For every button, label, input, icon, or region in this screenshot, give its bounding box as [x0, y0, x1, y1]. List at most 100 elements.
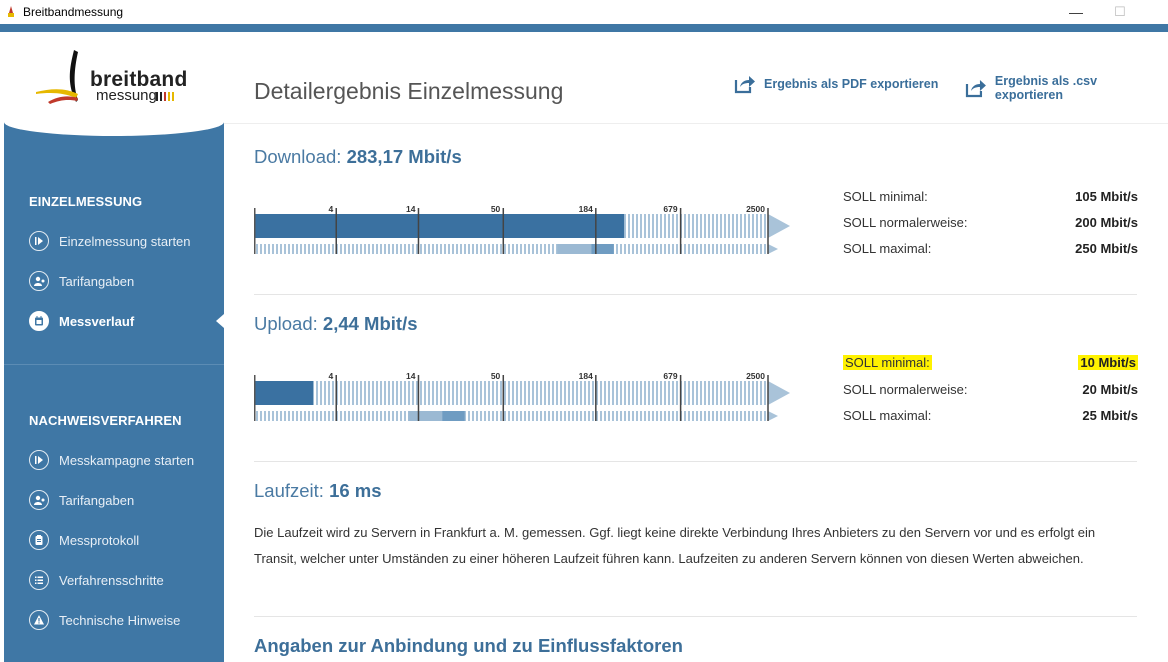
sidebar-item-messprotokoll[interactable]: Messprotokoll	[29, 529, 139, 551]
download-arrow-main	[768, 214, 790, 238]
soll-value: 200 Mbit/s	[1075, 215, 1138, 230]
soll-value: 20 Mbit/s	[1082, 382, 1138, 397]
upload-value: 2,44 Mbit/s	[322, 313, 418, 334]
sidebar-item-label: Verfahrensschritte	[59, 572, 164, 588]
sidebar-item-tarifangaben-2[interactable]: Tarifangaben	[29, 489, 134, 511]
sidebar-item-messkampagne-starten[interactable]: Messkampagne starten	[29, 449, 194, 471]
sidebar-item-technische-hinweise[interactable]: Technische Hinweise	[29, 609, 180, 631]
laufzeit-description: Die Laufzeit wird zu Servern in Frankfur…	[254, 525, 1096, 566]
soll-label: SOLL maximal:	[843, 408, 932, 423]
sidebar-item-verfahrensschritte[interactable]: Verfahrensschritte	[29, 569, 164, 591]
upload-tick	[417, 375, 420, 421]
download-tick	[767, 208, 769, 254]
sidebar-item-messverlauf[interactable]: Messverlauf	[29, 310, 134, 332]
maximize-button[interactable]: ☐	[1114, 4, 1126, 19]
section-divider	[254, 294, 1137, 295]
download-tick	[679, 208, 682, 254]
active-item-indicator	[216, 314, 224, 328]
upload-tick-label: 184	[579, 371, 593, 381]
play-circle-icon	[29, 450, 49, 470]
soll-value: 10 Mbit/s	[1078, 355, 1138, 370]
sidebar-item-label: Messverlauf	[59, 313, 135, 329]
export-pdf-label: Ergebnis als PDF exportieren	[764, 77, 939, 91]
laufzeit-label: Laufzeit:	[254, 480, 324, 501]
download-range-bar-a	[557, 244, 592, 254]
download-tick	[595, 208, 597, 254]
upload-tick	[595, 375, 597, 421]
export-icon	[965, 80, 986, 98]
export-icon	[734, 76, 755, 94]
sidebar-item-einzelmessung-starten[interactable]: Einzelmessung starten	[29, 230, 191, 252]
upload-axis-start	[254, 375, 256, 421]
download-tick	[417, 208, 420, 254]
laufzeit-value: 16 ms	[329, 480, 382, 501]
main-content: Detailergebnis Einzelmessung Ergebnis al…	[224, 32, 1168, 662]
upload-label: Upload:	[254, 313, 318, 334]
upload-measured-bar	[254, 381, 314, 405]
upload-arrow-main	[768, 381, 790, 405]
download-tick	[502, 208, 505, 254]
download-measured-bar	[254, 214, 625, 238]
download-gauge: 4 14 50 184 679 2500	[254, 204, 790, 254]
soll-value: 250 Mbit/s	[1075, 241, 1138, 256]
sidebar-item-tarifangaben[interactable]: Tarifangaben	[29, 270, 134, 292]
soll-label: SOLL minimal:	[843, 355, 932, 370]
download-value: 283,17 Mbit/s	[346, 146, 462, 167]
upload-stripes	[256, 381, 766, 421]
logo-bars	[156, 92, 174, 101]
sidebar-item-label: Messprotokoll	[59, 532, 140, 548]
page-title: Detailergebnis Einzelmessung	[254, 78, 564, 104]
soll-value: 25 Mbit/s	[1082, 408, 1138, 423]
upload-range-bar-b	[442, 411, 465, 421]
upload-tick-label: 4	[329, 371, 334, 381]
nav-heading-nachweisverfahren: NACHWEISVERFAHREN	[29, 413, 182, 428]
upload-tick-label: 679	[663, 371, 677, 381]
upload-tick-label: 50	[491, 371, 501, 381]
download-range-bar-b	[591, 244, 614, 254]
soll-label: SOLL maximal:	[843, 241, 932, 256]
upload-soll-normalerweise: SOLL normalerweise: 20 Mbit/s	[843, 382, 1138, 400]
upload-gauge: 4 14 50 184 679 2500	[254, 371, 790, 421]
upload-range-bar-a	[408, 411, 443, 421]
calendar-icon	[29, 311, 49, 331]
warning-icon	[29, 610, 49, 630]
section-divider	[254, 616, 1137, 617]
export-csv-button[interactable]: Ergebnis als .csv exportieren	[965, 74, 1168, 102]
download-axis-start	[254, 208, 256, 254]
minimize-button[interactable]: —	[1069, 4, 1083, 20]
soll-value: 105 Mbit/s	[1075, 189, 1138, 204]
upload-title: Upload: 2,44 Mbit/s	[254, 313, 418, 335]
logo-text-messung: messung	[96, 87, 157, 104]
user-settings-icon	[29, 490, 49, 510]
soll-label: SOLL normalerweise:	[843, 382, 968, 397]
upload-soll-maximal: SOLL maximal: 25 Mbit/s	[843, 408, 1138, 426]
sidebar: breitband messung EINZELMESSUNG Einzelme…	[4, 32, 224, 662]
soll-label: SOLL normalerweise:	[843, 215, 968, 230]
upload-tick-label: 2500	[746, 371, 765, 381]
download-soll-normalerweise: SOLL normalerweise: 200 Mbit/s	[843, 215, 1138, 233]
download-title: Download: 283,17 Mbit/s	[254, 146, 462, 168]
export-pdf-button[interactable]: Ergebnis als PDF exportieren	[734, 74, 938, 94]
download-tick-label: 679	[663, 204, 677, 214]
user-settings-icon	[29, 271, 49, 291]
window-title: Breitbandmessung	[23, 5, 124, 19]
sidebar-item-label: Tarifangaben	[59, 492, 135, 508]
download-soll-maximal: SOLL maximal: 250 Mbit/s	[843, 241, 1138, 259]
upload-tick	[502, 375, 505, 421]
anbindung-heading: Angaben zur Anbindung und zu Einflussfak…	[254, 635, 683, 656]
download-soll-minimal: SOLL minimal: 105 Mbit/s	[843, 189, 1138, 207]
logo-text-breitband: breitband	[90, 68, 188, 91]
page-header: Detailergebnis Einzelmessung Ergebnis al…	[224, 32, 1168, 124]
logo-swoosh-icon	[36, 50, 78, 104]
upload-tick	[679, 375, 682, 421]
download-tick-label: 184	[579, 204, 593, 214]
app-icon	[8, 6, 14, 17]
logo: breitband messung	[4, 32, 224, 136]
nav-heading-einzelmessung: EINZELMESSUNG	[29, 194, 143, 209]
list-icon	[29, 570, 49, 590]
sidebar-item-label: Technische Hinweise	[59, 612, 181, 628]
laufzeit-title: Laufzeit: 16 ms	[254, 480, 382, 502]
clipboard-icon	[29, 530, 49, 550]
sidebar-divider	[4, 364, 224, 365]
download-tick-label: 50	[491, 204, 501, 214]
